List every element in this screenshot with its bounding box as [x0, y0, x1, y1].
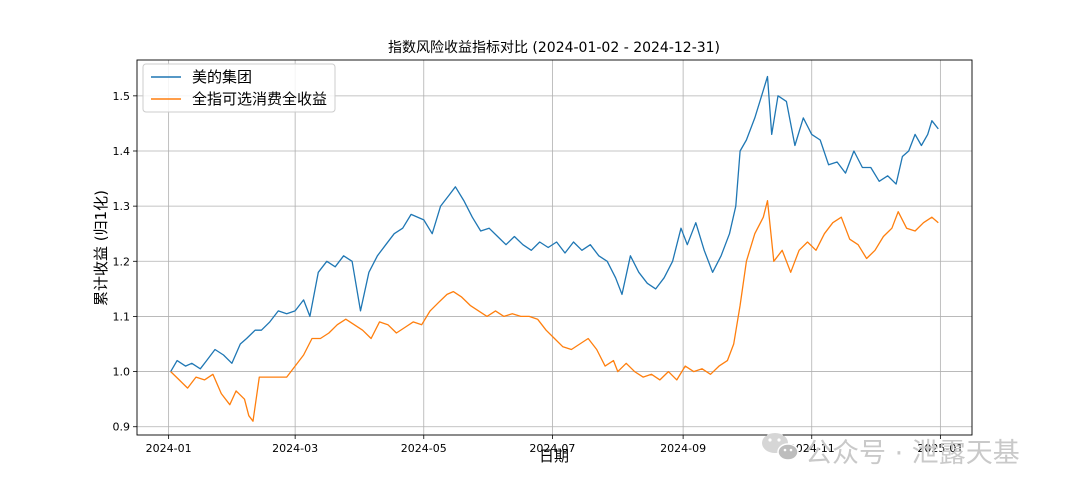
legend: 美的集团 全指可选消费全收益	[142, 63, 336, 113]
y-tick-label: 1.1	[113, 310, 131, 323]
x-tick-label: 2024-05	[401, 442, 447, 455]
x-tick-label: 2024-09	[660, 442, 706, 455]
x-tick-label: 2024-11	[789, 442, 835, 455]
watermark: 公众号 · 泄露天基	[762, 433, 1020, 469]
y-tick-label: 1.2	[113, 255, 131, 268]
x-axis-title: 日期	[539, 447, 569, 465]
y-tick-label: 1.0	[113, 366, 131, 379]
y-tick-label: 1.3	[113, 200, 131, 213]
wechat-icon	[762, 433, 799, 461]
x-tick-label: 2024-07	[529, 442, 575, 455]
x-tick-label: 2024-01	[146, 442, 192, 455]
series-lines	[170, 75, 939, 422]
y-tick-label: 1.4	[113, 145, 131, 158]
y-tick-label: 0.9	[113, 421, 131, 434]
x-axis-ticks: 2024-01 2024-03 2024-05 2024-07 2024-09 2024-…	[146, 435, 963, 455]
y-axis-ticks: 0.9 1.0 1.1 1.2 1.3 1.4 1.5	[113, 90, 137, 434]
x-tick-label: 2025-01	[917, 442, 963, 455]
legend-box	[142, 63, 336, 113]
watermark-text: 公众号 · 泄露天基	[805, 438, 1020, 469]
series-line-consumer-index	[170, 199, 939, 422]
plot-frame	[136, 59, 973, 436]
series-line-midea	[170, 75, 939, 372]
y-tick-label: 1.5	[113, 90, 131, 103]
legend-label-midea: 美的集团	[192, 68, 252, 86]
grid-lines	[137, 60, 972, 435]
legend-label-consumer-index: 全指可选消费全收益	[192, 90, 327, 108]
y-axis-title: 累计收益 (归1化)	[92, 190, 110, 306]
chart-title: 指数风险收益指标对比 (2024-01-02 - 2024-12-31)	[388, 40, 720, 56]
x-tick-label: 2024-03	[272, 442, 318, 455]
